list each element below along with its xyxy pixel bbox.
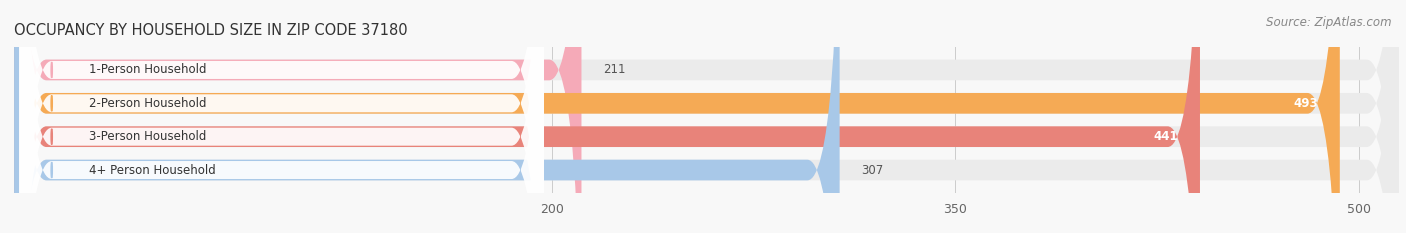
FancyBboxPatch shape	[20, 0, 544, 233]
FancyBboxPatch shape	[14, 0, 1399, 233]
Text: OCCUPANCY BY HOUSEHOLD SIZE IN ZIP CODE 37180: OCCUPANCY BY HOUSEHOLD SIZE IN ZIP CODE …	[14, 24, 408, 38]
FancyBboxPatch shape	[20, 0, 544, 233]
Text: 211: 211	[603, 63, 626, 76]
FancyBboxPatch shape	[14, 0, 1340, 233]
Text: 441: 441	[1154, 130, 1178, 143]
FancyBboxPatch shape	[20, 0, 544, 233]
FancyBboxPatch shape	[14, 0, 582, 233]
FancyBboxPatch shape	[14, 0, 1399, 233]
Text: 3-Person Household: 3-Person Household	[90, 130, 207, 143]
FancyBboxPatch shape	[14, 0, 839, 233]
Text: 4+ Person Household: 4+ Person Household	[90, 164, 217, 177]
Text: 2-Person Household: 2-Person Household	[90, 97, 207, 110]
FancyBboxPatch shape	[14, 0, 1199, 233]
Text: 307: 307	[860, 164, 883, 177]
Text: 493: 493	[1294, 97, 1319, 110]
Text: Source: ZipAtlas.com: Source: ZipAtlas.com	[1267, 16, 1392, 29]
FancyBboxPatch shape	[20, 0, 544, 233]
FancyBboxPatch shape	[14, 0, 1399, 233]
FancyBboxPatch shape	[14, 0, 1399, 233]
Text: 1-Person Household: 1-Person Household	[90, 63, 207, 76]
